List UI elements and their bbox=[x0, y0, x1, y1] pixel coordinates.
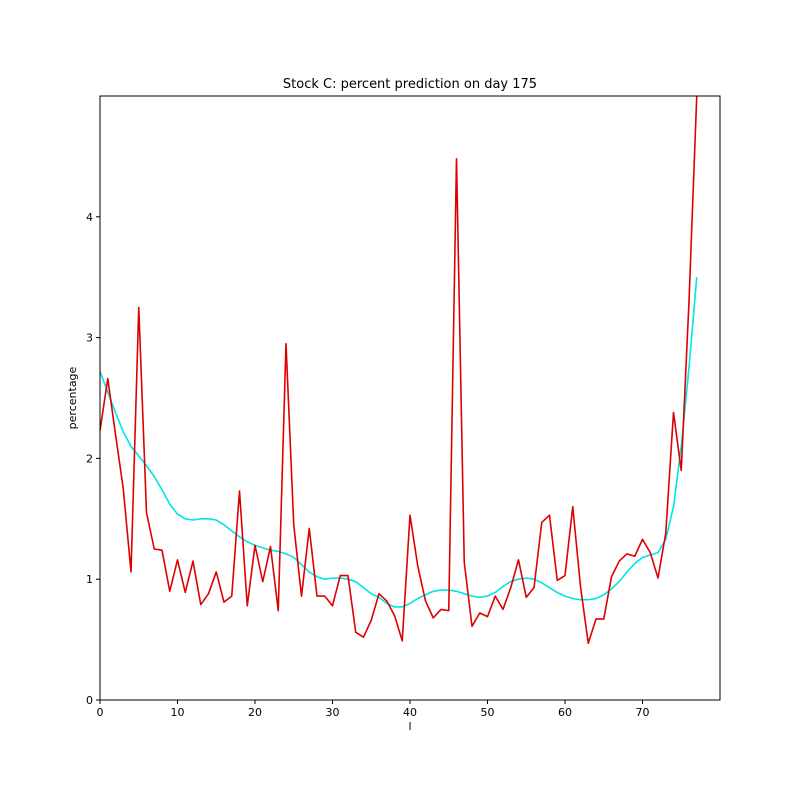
y-axis-label: percentage bbox=[66, 366, 79, 429]
x-tick-label: 60 bbox=[558, 706, 572, 719]
y-tick-label: 1 bbox=[86, 573, 93, 586]
y-tick-label: 2 bbox=[86, 452, 93, 465]
x-axis-label: l bbox=[408, 720, 411, 733]
x-tick-label: 0 bbox=[97, 706, 104, 719]
series-line-1 bbox=[100, 277, 698, 608]
x-axis: 0 10 20 30 40 50 60 70 bbox=[97, 700, 650, 719]
x-tick-label: 40 bbox=[403, 706, 417, 719]
y-axis: 0 1 2 3 4 bbox=[86, 211, 100, 707]
x-tick-label: 10 bbox=[171, 706, 185, 719]
x-tick-label: 70 bbox=[636, 706, 650, 719]
y-tick-label: 0 bbox=[86, 694, 93, 707]
chart-title: Stock C: percent prediction on day 175 bbox=[283, 77, 537, 92]
x-tick-label: 20 bbox=[248, 706, 262, 719]
y-tick-label: 4 bbox=[86, 211, 93, 224]
series-line-2 bbox=[100, 96, 698, 645]
x-tick-label: 30 bbox=[326, 706, 340, 719]
series-layer bbox=[100, 96, 698, 645]
y-tick-label: 3 bbox=[86, 332, 93, 345]
x-tick-label: 50 bbox=[481, 706, 495, 719]
